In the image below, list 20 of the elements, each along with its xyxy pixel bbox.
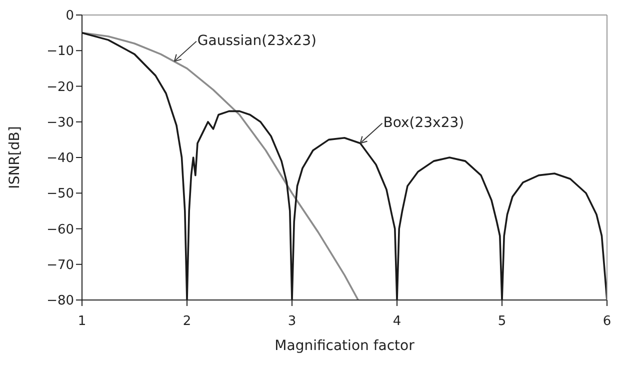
y-tick-label: −70	[46, 258, 74, 273]
y-tick-label: −80	[46, 294, 74, 309]
y-tick-label: −20	[46, 80, 74, 95]
x-tick-label: 3	[288, 314, 296, 330]
y-tick-label: −40	[46, 151, 74, 166]
line-series	[82, 32, 360, 300]
x-tick-label: 5	[498, 314, 506, 330]
annotation: Gaussian(23x23)	[197, 33, 316, 50]
x-tick-label: 2	[182, 314, 192, 330]
y-tick-label: −10	[46, 44, 74, 60]
y-tick-label: −50	[46, 186, 74, 202]
x-tick-label: 4	[392, 314, 402, 330]
x-axis-title: Magnification factor	[274, 338, 415, 354]
x-tick-label: 1	[78, 314, 86, 330]
annotation: Box(23x23)	[383, 115, 464, 132]
y-axis-title: ISNR[dB]	[6, 126, 23, 189]
y-tick-label: −30	[46, 115, 74, 130]
x-tick-label: 6	[602, 314, 612, 330]
y-tick-label: −60	[46, 222, 74, 238]
y-tick-label: 0	[66, 8, 74, 24]
